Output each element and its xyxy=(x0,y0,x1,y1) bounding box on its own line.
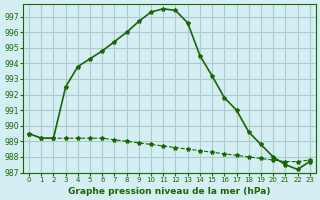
X-axis label: Graphe pression niveau de la mer (hPa): Graphe pression niveau de la mer (hPa) xyxy=(68,187,271,196)
